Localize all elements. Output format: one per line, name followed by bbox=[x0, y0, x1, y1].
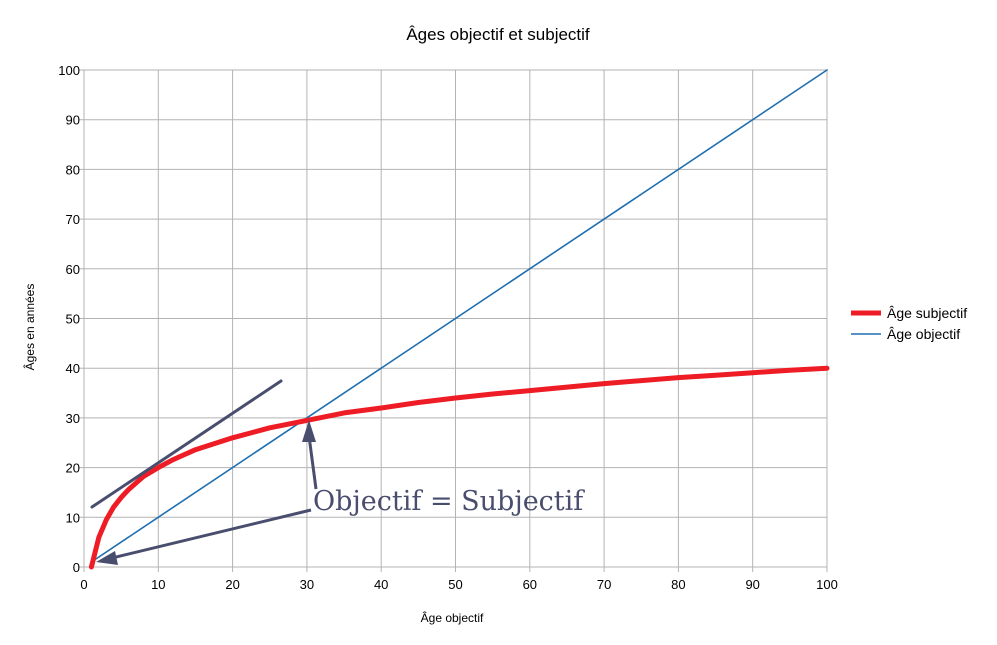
x-tick-label: 70 bbox=[597, 577, 611, 592]
x-tick-label: 0 bbox=[80, 577, 87, 592]
x-tick-label: 80 bbox=[671, 577, 685, 592]
y-tick-label: 0 bbox=[73, 560, 80, 575]
x-tick-label: 40 bbox=[374, 577, 388, 592]
series-line-subjective bbox=[88, 365, 830, 570]
annotation-arrow-left bbox=[111, 508, 312, 560]
legend-label: Âge objectif bbox=[887, 326, 960, 342]
x-tick-label: 30 bbox=[300, 577, 314, 592]
annotation-arrow-left-head bbox=[96, 551, 118, 565]
y-tick-label: 10 bbox=[66, 510, 80, 525]
y-tick-label: 50 bbox=[66, 312, 80, 327]
x-tick-labels: 0 10 20 30 40 50 60 70 80 90 100 bbox=[80, 577, 837, 592]
y-tick-label: 90 bbox=[66, 113, 80, 128]
series-layer bbox=[88, 69, 830, 570]
x-tick-label: 50 bbox=[448, 577, 462, 592]
y-tick-label: 80 bbox=[66, 162, 80, 177]
y-tick-label: 30 bbox=[66, 411, 80, 426]
x-tick-label: 10 bbox=[151, 577, 165, 592]
annotation-marks bbox=[90, 379, 318, 565]
legend: Âge subjectif Âge objectif bbox=[851, 305, 967, 342]
grid bbox=[79, 69, 828, 572]
y-tick-label: 100 bbox=[58, 63, 80, 78]
x-tick-label: 20 bbox=[225, 577, 239, 592]
x-tick-label: 60 bbox=[523, 577, 537, 592]
series-line-objective bbox=[90, 69, 828, 563]
x-tick-label: 90 bbox=[745, 577, 759, 592]
y-tick-label: 70 bbox=[66, 212, 80, 227]
annotation-arrow-up-head bbox=[302, 420, 316, 442]
annotation-arrow-up bbox=[307, 435, 318, 490]
y-tick-label: 60 bbox=[66, 262, 80, 277]
y-tick-labels: 0 10 20 30 40 50 60 70 80 90 100 bbox=[58, 63, 80, 575]
y-tick-label: 20 bbox=[66, 461, 80, 476]
x-tick-label: 100 bbox=[816, 577, 838, 592]
x-axis-label: Âge objectif bbox=[421, 610, 484, 625]
tangent-line bbox=[90, 379, 283, 509]
chart-title: Âges objectif et subjectif bbox=[406, 25, 590, 44]
y-axis-label: Âges en années bbox=[22, 284, 37, 371]
annotation-text: Objectif = Subjectif bbox=[313, 486, 585, 517]
legend-label: Âge subjectif bbox=[887, 305, 967, 321]
y-tick-label: 40 bbox=[66, 361, 80, 376]
